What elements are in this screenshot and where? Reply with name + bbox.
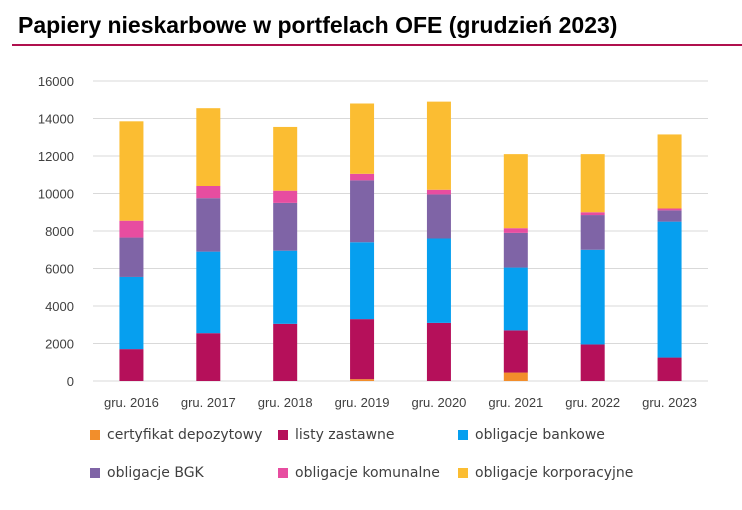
x-tick-label: gru. 2018 xyxy=(258,395,313,410)
stacked-bar-chart: 0 2000 4000 6000 8000 10000 12000 14000 16000 gr… xyxy=(38,74,708,410)
bar-segment xyxy=(503,372,528,381)
bar-segment xyxy=(657,210,682,222)
bar-segment xyxy=(580,212,605,216)
bar-segment xyxy=(657,208,682,211)
x-tick-label: gru. 2016 xyxy=(104,395,159,410)
bar-segment xyxy=(503,330,528,373)
legend-label: obligacje BGK xyxy=(107,465,204,481)
bar-segment xyxy=(196,198,221,252)
bar-segment xyxy=(196,108,221,186)
legend-swatch xyxy=(458,468,468,478)
bar-segment xyxy=(196,251,221,334)
title-underline xyxy=(12,44,742,46)
bar-segment xyxy=(350,379,375,381)
bar-segment xyxy=(580,344,605,381)
bar-segment xyxy=(119,121,144,221)
bar-segment xyxy=(273,126,298,191)
legend-item: obligacje komunalne xyxy=(278,465,440,481)
bar-segment xyxy=(350,173,375,181)
x-tick-label: gru. 2023 xyxy=(642,395,697,410)
legend-label: certyfikat depozytowy xyxy=(107,427,263,443)
bar-segment xyxy=(503,228,528,233)
bar-segment xyxy=(580,215,605,250)
bars xyxy=(119,101,682,381)
bar-segment xyxy=(350,103,375,174)
bar-segment xyxy=(350,180,375,243)
legend-swatch xyxy=(90,468,100,478)
y-tick-label: 4000 xyxy=(45,299,74,314)
legend-label: obligacje bankowe xyxy=(475,427,605,443)
bar-segment xyxy=(503,267,528,331)
y-axis-ticks: 0 2000 4000 6000 8000 10000 12000 14000 16000 xyxy=(38,74,74,389)
bar-segment xyxy=(657,357,682,381)
y-tick-label: 16000 xyxy=(38,74,74,89)
legend-swatch xyxy=(278,468,288,478)
bar-segment xyxy=(273,323,298,381)
legend-item: listy zastawne xyxy=(278,427,395,443)
bar-segment xyxy=(426,238,451,323)
x-tick-label: gru. 2021 xyxy=(488,395,543,410)
legend-item: obligacje BGK xyxy=(90,465,204,481)
legend-item: certyfikat depozytowy xyxy=(90,427,262,443)
gridlines xyxy=(93,80,708,382)
chart-title: Papiery nieskarbowe w portfelach OFE (gr… xyxy=(18,12,618,38)
bar-segment xyxy=(426,101,451,190)
bar-segment xyxy=(119,276,144,350)
bar-segment xyxy=(119,349,144,381)
bar-segment xyxy=(580,154,605,213)
bar-segment xyxy=(273,202,298,251)
legend-label: listy zastawne xyxy=(295,427,395,443)
bar-segment xyxy=(196,333,221,381)
bar-segment xyxy=(426,189,451,195)
bar-segment xyxy=(119,237,144,277)
x-tick-label: gru. 2020 xyxy=(411,395,466,410)
x-tick-label: gru. 2022 xyxy=(565,395,620,410)
y-tick-label: 6000 xyxy=(45,262,74,277)
x-axis-ticks: gru. 2016 gru. 2017 gru. 2018 gru. 2019 gru.… xyxy=(104,395,697,410)
bar-segment xyxy=(580,249,605,345)
legend-item: obligacje korporacyjne xyxy=(458,465,633,481)
bar-segment xyxy=(426,194,451,239)
x-tick-label: gru. 2019 xyxy=(335,395,390,410)
y-tick-label: 8000 xyxy=(45,224,74,239)
bar-segment xyxy=(119,220,144,238)
legend-swatch xyxy=(90,430,100,440)
y-tick-label: 0 xyxy=(67,374,74,389)
bar-segment xyxy=(350,242,375,320)
bar-segment xyxy=(196,186,221,199)
bar-segment xyxy=(657,134,682,209)
legend-swatch xyxy=(458,430,468,440)
x-tick-label: gru. 2017 xyxy=(181,395,236,410)
legend-label: obligacje korporacyjne xyxy=(475,465,634,481)
bar-segment xyxy=(350,319,375,380)
legend-label: obligacje komunalne xyxy=(295,465,440,481)
bar-segment xyxy=(657,221,682,358)
y-tick-label: 10000 xyxy=(38,187,74,202)
legend-swatch xyxy=(278,430,288,440)
bar-segment xyxy=(503,232,528,268)
y-tick-label: 2000 xyxy=(45,337,74,352)
legend-item: obligacje bankowe xyxy=(458,427,605,443)
bar-segment xyxy=(503,154,528,229)
bar-segment xyxy=(426,322,451,381)
y-tick-label: 14000 xyxy=(38,112,74,127)
bar-segment xyxy=(273,190,298,203)
bar-segment xyxy=(273,250,298,324)
y-tick-label: 12000 xyxy=(38,149,74,164)
